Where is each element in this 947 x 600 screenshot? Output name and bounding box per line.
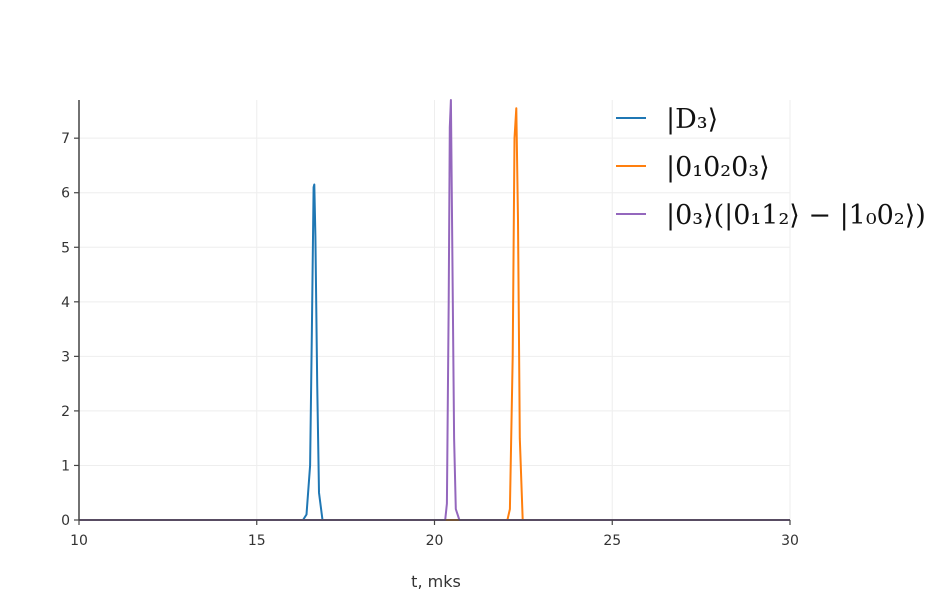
x-tick-label: 30 [781,533,799,549]
series-line-2 [79,107,790,521]
x-tick-label: 25 [603,533,621,549]
axes: 10 15 20 25 30 0 1 2 3 4 5 6 7 [61,100,799,549]
y-tick-label: 3 [61,349,70,365]
legend-label-2: |0₁0₂0₃⟩ [666,152,770,183]
y-tick-label: 5 [61,240,70,256]
x-tick-label: 20 [426,533,444,549]
series-layer [79,99,790,521]
legend-label-1: |D₃⟩ [666,104,718,135]
x-tick-label: 15 [248,533,266,549]
y-tick-label: 2 [61,404,70,420]
y-tick-label: 6 [61,186,70,202]
series-line-1 [79,183,790,521]
legend: |D₃⟩ |0₁0₂0₃⟩ |0₃⟩(|0₁1₂⟩ − |1₀0₂⟩) [616,104,926,231]
y-tick-label: 4 [61,295,70,311]
y-tick-label: 1 [61,458,70,474]
x-tick-label: 10 [70,533,88,549]
legend-label-3: |0₃⟩(|0₁1₂⟩ − |1₀0₂⟩) [666,200,926,231]
y-tick-label: 7 [61,131,70,147]
series-line-3 [79,99,790,521]
y-tick-label: 0 [61,513,70,529]
x-axis-title: t, mks [411,572,461,591]
